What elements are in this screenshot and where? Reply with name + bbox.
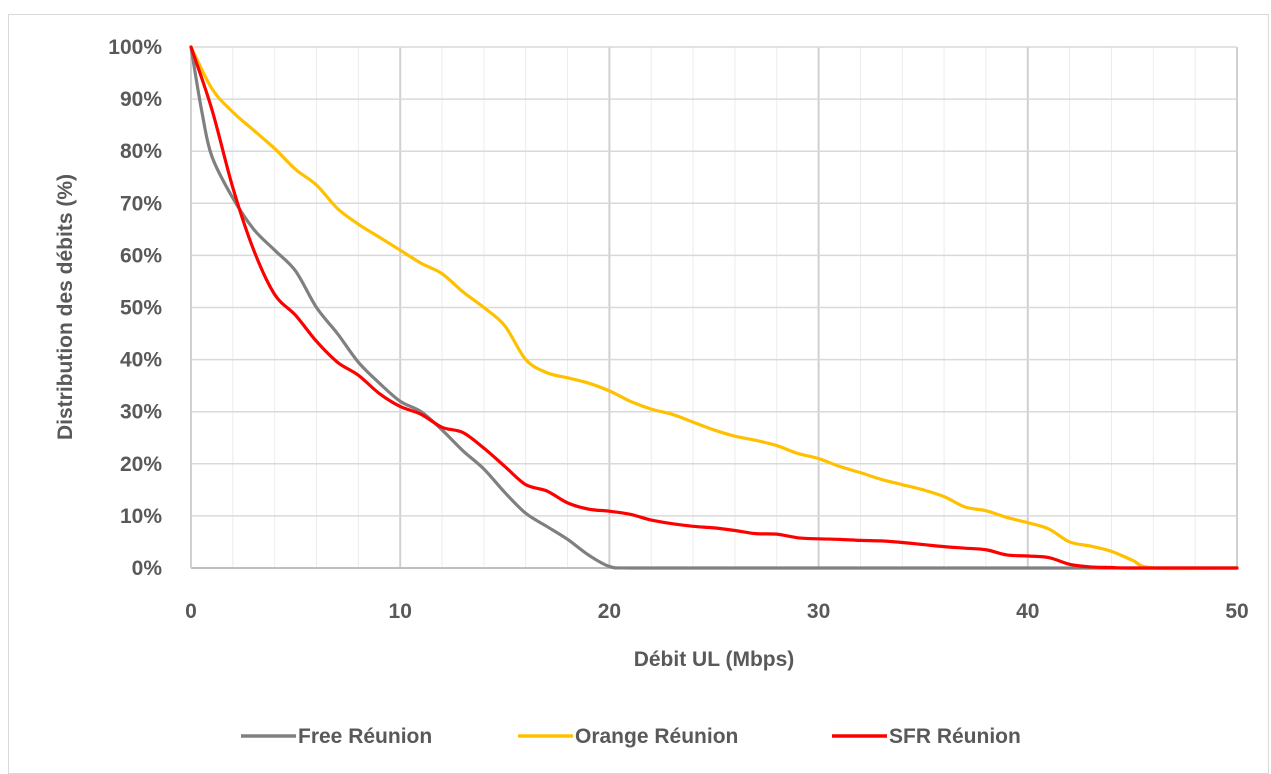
series-line-sfr-r-union	[189, 45, 1239, 570]
y-tick-label: 0%	[132, 557, 163, 580]
x-tick-label: 20	[598, 600, 621, 623]
y-tick-label: 100%	[108, 36, 162, 59]
y-tick-label: 50%	[120, 297, 162, 320]
y-axis: 0% 10% 20% 30% 40% 50% 60% 70% 80% 90% 100%	[108, 36, 162, 580]
legend-label-sfr-r-union: SFR Réunion	[889, 725, 1021, 748]
series-lines	[189, 45, 1239, 571]
legend-label-orange-r-union: Orange Réunion	[575, 725, 738, 748]
legend: Free Réunion Orange Réunion SFR Réunion	[241, 725, 1021, 748]
grid	[191, 46, 1238, 568]
y-tick-label: 70%	[120, 192, 162, 215]
x-tick-label: 0	[185, 600, 197, 623]
x-tick-label: 30	[807, 600, 830, 623]
y-tick-label: 60%	[120, 244, 162, 267]
x-tick-label: 40	[1016, 600, 1039, 623]
legend-label-free-r-union: Free Réunion	[298, 725, 432, 748]
x-axis: 0 10 20 30 40 50	[185, 47, 1249, 623]
x-tick-label: 10	[389, 600, 412, 623]
y-axis-title: Distribution des débits (%)	[54, 174, 77, 440]
chart-frame	[8, 14, 1269, 774]
x-tick-label: 50	[1225, 600, 1248, 623]
x-axis-title: Débit UL (Mbps)	[634, 648, 795, 671]
series-line-free-r-union	[189, 45, 1239, 570]
y-tick-label: 20%	[120, 453, 162, 476]
y-tick-label: 10%	[120, 505, 162, 528]
series-line-orange-r-union	[189, 45, 1239, 571]
y-tick-label: 90%	[120, 88, 162, 111]
y-tick-label: 40%	[120, 349, 162, 372]
y-tick-label: 80%	[120, 140, 162, 163]
y-tick-label: 30%	[120, 401, 162, 424]
